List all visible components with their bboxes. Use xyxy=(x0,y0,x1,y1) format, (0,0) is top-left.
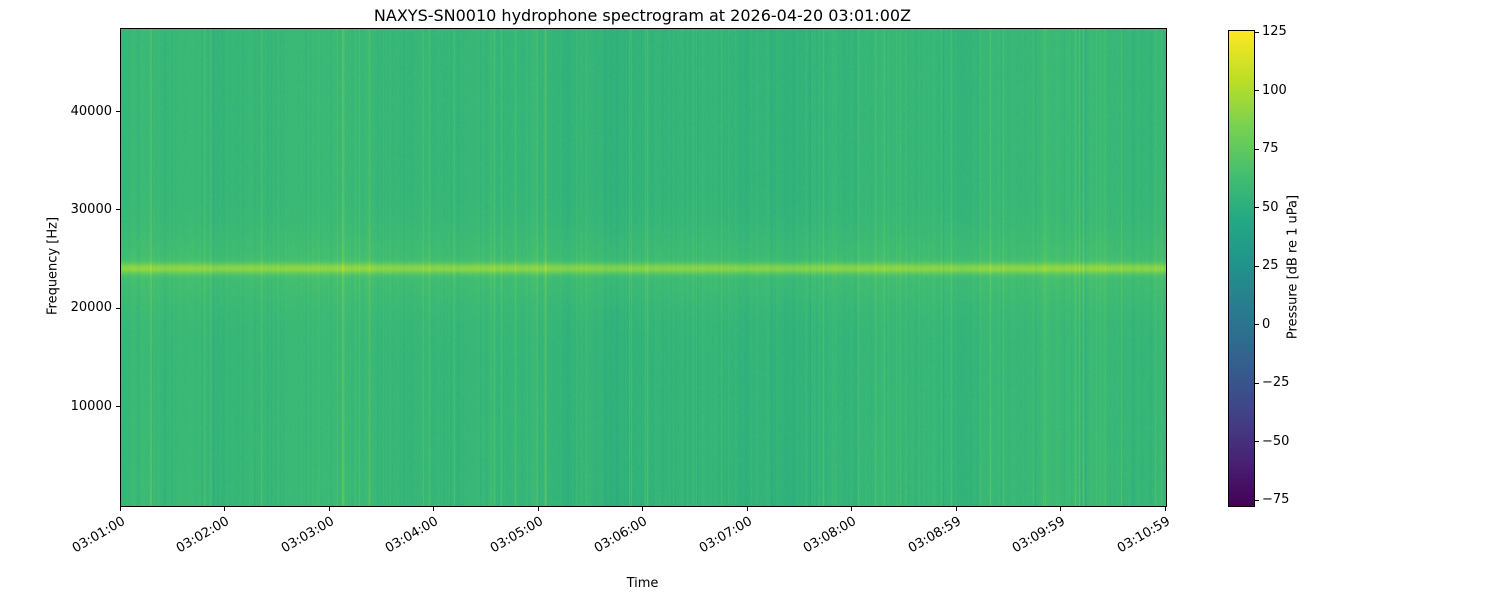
x-tick-mark xyxy=(1060,507,1061,511)
colorbar-tick-mark xyxy=(1255,441,1259,443)
colorbar-tick-mark xyxy=(1255,207,1259,209)
x-tick-mark xyxy=(328,507,330,511)
colorbar-tick-label: 50 xyxy=(1262,199,1279,215)
colorbar-tick-mark xyxy=(1255,324,1259,326)
y-tick-label: 40000 xyxy=(70,103,112,119)
x-tick-mark xyxy=(851,507,852,511)
y-tick-label: 30000 xyxy=(70,201,112,217)
colorbar-tick-mark xyxy=(1255,31,1259,33)
x-tick-mark xyxy=(433,507,434,511)
x-tick-label: 03:08:00 xyxy=(800,514,859,557)
chart-title: NAXYS-SN0010 hydrophone spectrogram at 2… xyxy=(373,6,912,25)
colorbar-tick-label: 125 xyxy=(1262,24,1287,40)
y-axis-label: Frequency [Hz] xyxy=(45,216,61,316)
colorbar-tick-label: 0 xyxy=(1262,316,1271,332)
x-tick-mark xyxy=(955,507,957,511)
x-tick-label: 03:09:59 xyxy=(1009,514,1068,557)
x-tick-mark xyxy=(746,507,748,511)
x-tick-label: 03:05:00 xyxy=(487,514,546,557)
colorbar-tick-label: 75 xyxy=(1262,141,1279,157)
colorbar-tick-mark xyxy=(1255,265,1259,267)
x-tick-label: 03:03:00 xyxy=(278,514,337,557)
colorbar-tick-label: −75 xyxy=(1262,492,1290,508)
x-axis-label: Time xyxy=(626,576,659,591)
colorbar-tick-mark xyxy=(1255,90,1259,92)
colorbar-tick-mark xyxy=(1255,382,1259,384)
spectrogram-heatmap xyxy=(121,29,1166,506)
colorbar-label: Pressure [dB re 1 uPa] xyxy=(1285,194,1301,340)
colorbar-tick-label: 25 xyxy=(1262,258,1279,274)
colorbar xyxy=(1228,30,1255,507)
plot-area xyxy=(120,28,1167,507)
colorbar-gradient xyxy=(1229,31,1254,506)
colorbar-tick-mark xyxy=(1255,499,1259,501)
x-tick-label: 03:07:00 xyxy=(696,514,755,557)
x-tick-label: 03:01:00 xyxy=(69,514,128,557)
x-tick-label: 03:10:59 xyxy=(1114,514,1173,557)
colorbar-tick-label: −25 xyxy=(1262,375,1290,391)
x-tick-label: 03:08:59 xyxy=(905,514,964,557)
colorbar-tick-label: −50 xyxy=(1262,433,1290,449)
y-tick-label: 10000 xyxy=(70,398,112,414)
x-tick-label: 03:02:00 xyxy=(173,514,232,557)
x-tick-mark xyxy=(1164,507,1166,511)
x-tick-mark xyxy=(537,507,539,511)
x-tick-mark xyxy=(119,507,121,511)
colorbar-tick-label: 100 xyxy=(1262,82,1287,98)
colorbar-tick-mark xyxy=(1255,148,1259,150)
x-tick-label: 03:06:00 xyxy=(591,514,650,557)
x-tick-mark xyxy=(642,507,643,511)
x-tick-label: 03:04:00 xyxy=(382,514,441,557)
x-tick-mark xyxy=(224,507,225,511)
